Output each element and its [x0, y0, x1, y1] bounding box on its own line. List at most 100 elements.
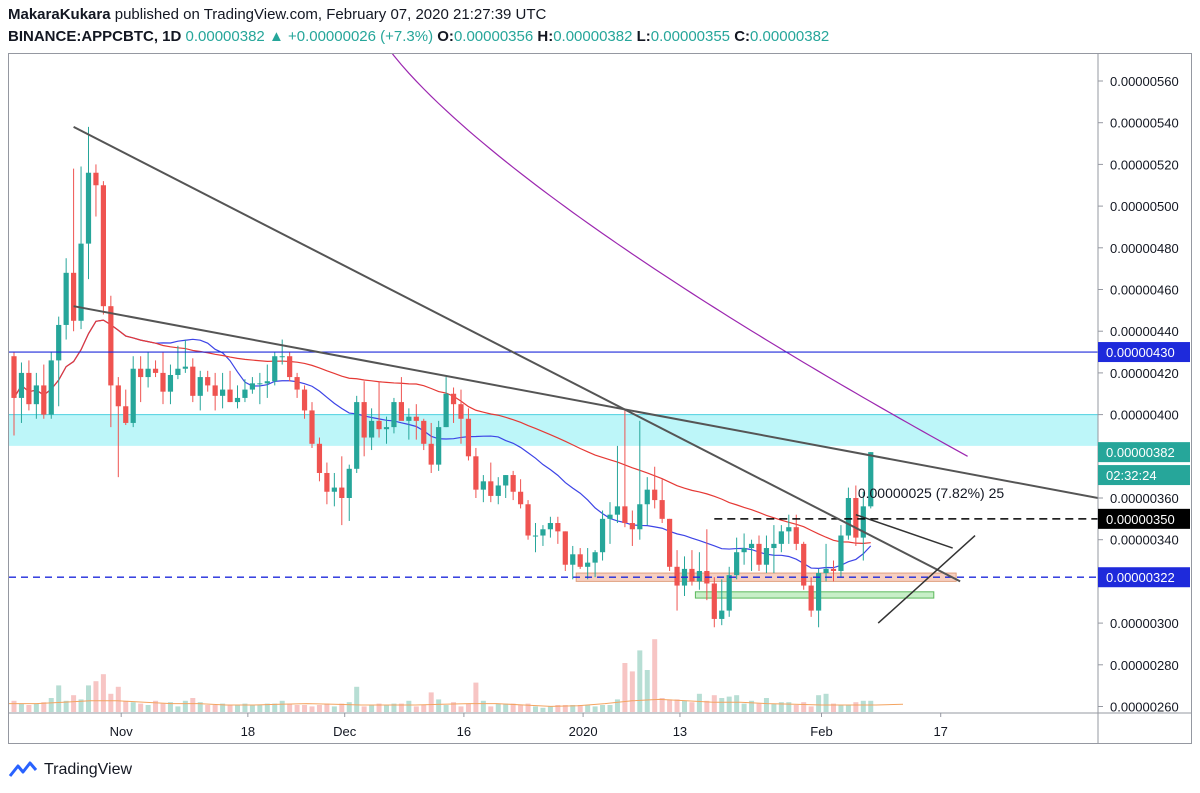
candle-down	[450, 393, 457, 405]
volume-bar	[682, 700, 687, 712]
candle-down	[316, 443, 323, 473]
candle-up	[443, 393, 449, 428]
volume-bar	[853, 702, 859, 712]
volume-bar	[108, 693, 114, 712]
volume-bar	[570, 705, 576, 712]
volume-bar	[533, 706, 538, 712]
volume-bar	[637, 650, 643, 712]
volume-bar	[100, 674, 106, 712]
price-axis-label: 0.00000430	[1106, 345, 1175, 360]
volume-bar	[123, 700, 129, 712]
volume-bar	[33, 703, 39, 712]
candle-up	[279, 356, 285, 358]
low-value: 0.00000355	[650, 28, 731, 45]
volume-bar	[741, 703, 747, 712]
volume-bar	[361, 706, 367, 712]
footer-brand[interactable]: TradingView	[44, 761, 133, 778]
candle-down	[324, 472, 330, 492]
volume-bar	[220, 703, 226, 712]
candle-up	[532, 535, 539, 537]
candle-down	[398, 402, 404, 421]
y-tick-label: 0.00000540	[1110, 116, 1179, 131]
candle-down	[71, 272, 77, 321]
candle-up	[145, 368, 151, 378]
candle-up	[585, 562, 591, 567]
volume-bar	[205, 705, 211, 712]
candle-down	[458, 404, 464, 419]
candle-down	[287, 356, 293, 378]
x-tick-label: Dec	[333, 724, 357, 739]
candle-up	[175, 368, 181, 375]
candle-up	[18, 372, 25, 398]
volume-bar	[644, 670, 650, 712]
candle-up	[748, 543, 755, 549]
low-label: L:	[636, 28, 651, 45]
volume-bar	[689, 702, 695, 712]
candle-up	[726, 575, 732, 611]
candle-down	[711, 583, 717, 619]
price-axis-label: 0.00000382	[1106, 445, 1175, 460]
published-text: published on TradingView.com, February 0…	[114, 6, 547, 23]
candle-up	[719, 610, 725, 619]
candle-up	[763, 548, 770, 565]
candle-up	[495, 485, 501, 496]
candle-up	[845, 498, 851, 536]
volume-bar	[562, 705, 568, 712]
candle-down	[152, 368, 159, 373]
candle-up	[540, 529, 546, 536]
candle-up	[599, 518, 606, 553]
open-label: O:	[437, 28, 454, 45]
volume-bar	[264, 703, 270, 712]
candle-up	[33, 385, 39, 405]
volume-bar	[421, 705, 427, 712]
candle-down	[473, 456, 479, 490]
volume-bar	[480, 700, 486, 712]
candle-up	[696, 570, 702, 582]
volume-ma-line	[9, 698, 904, 707]
volume-bar	[838, 705, 844, 712]
volume-bar	[272, 703, 278, 712]
candle-down	[93, 172, 99, 186]
tradingview-logo-icon[interactable]	[8, 760, 38, 780]
open-value: 0.00000356	[453, 28, 534, 45]
candle-up	[592, 552, 598, 563]
volume-bar	[726, 696, 732, 712]
candle-up	[480, 481, 486, 490]
x-tick-label: 18	[241, 724, 255, 739]
price-axis-label-box	[1098, 442, 1190, 463]
chart-frame[interactable]	[8, 53, 1192, 744]
volume-bar	[451, 702, 457, 712]
volume-bar	[153, 700, 159, 712]
volume-bar	[719, 698, 725, 712]
candle-down	[674, 566, 680, 586]
price-axis-label-box	[1098, 342, 1190, 363]
candle-down	[301, 389, 308, 411]
volume-bar	[324, 703, 330, 712]
plot-area: 0.00000025 (7.82%) 25	[9, 54, 1098, 712]
volume-bar	[167, 702, 173, 712]
volume-bar	[525, 703, 531, 712]
volume-bar	[667, 699, 673, 712]
volume-bar	[607, 705, 613, 712]
candle-down	[421, 420, 427, 444]
candle-up	[786, 527, 792, 532]
volume-bar	[801, 702, 807, 712]
volume-bar	[130, 702, 136, 712]
volume-bar	[436, 699, 442, 712]
volume-bar	[860, 700, 866, 712]
candle-down	[562, 531, 568, 565]
candle-down	[26, 372, 32, 405]
volume-bar	[793, 705, 799, 712]
candle-down	[793, 527, 799, 544]
footer: TradingView	[8, 760, 132, 780]
volume-bar	[346, 702, 352, 712]
candle-down	[138, 368, 144, 378]
candle-down	[555, 523, 561, 532]
candle-up	[242, 389, 248, 398]
volume-bar	[816, 695, 822, 712]
volume-bar	[249, 705, 255, 712]
candle-down	[667, 518, 673, 567]
candle-up	[734, 552, 740, 576]
candle-up	[570, 554, 576, 565]
